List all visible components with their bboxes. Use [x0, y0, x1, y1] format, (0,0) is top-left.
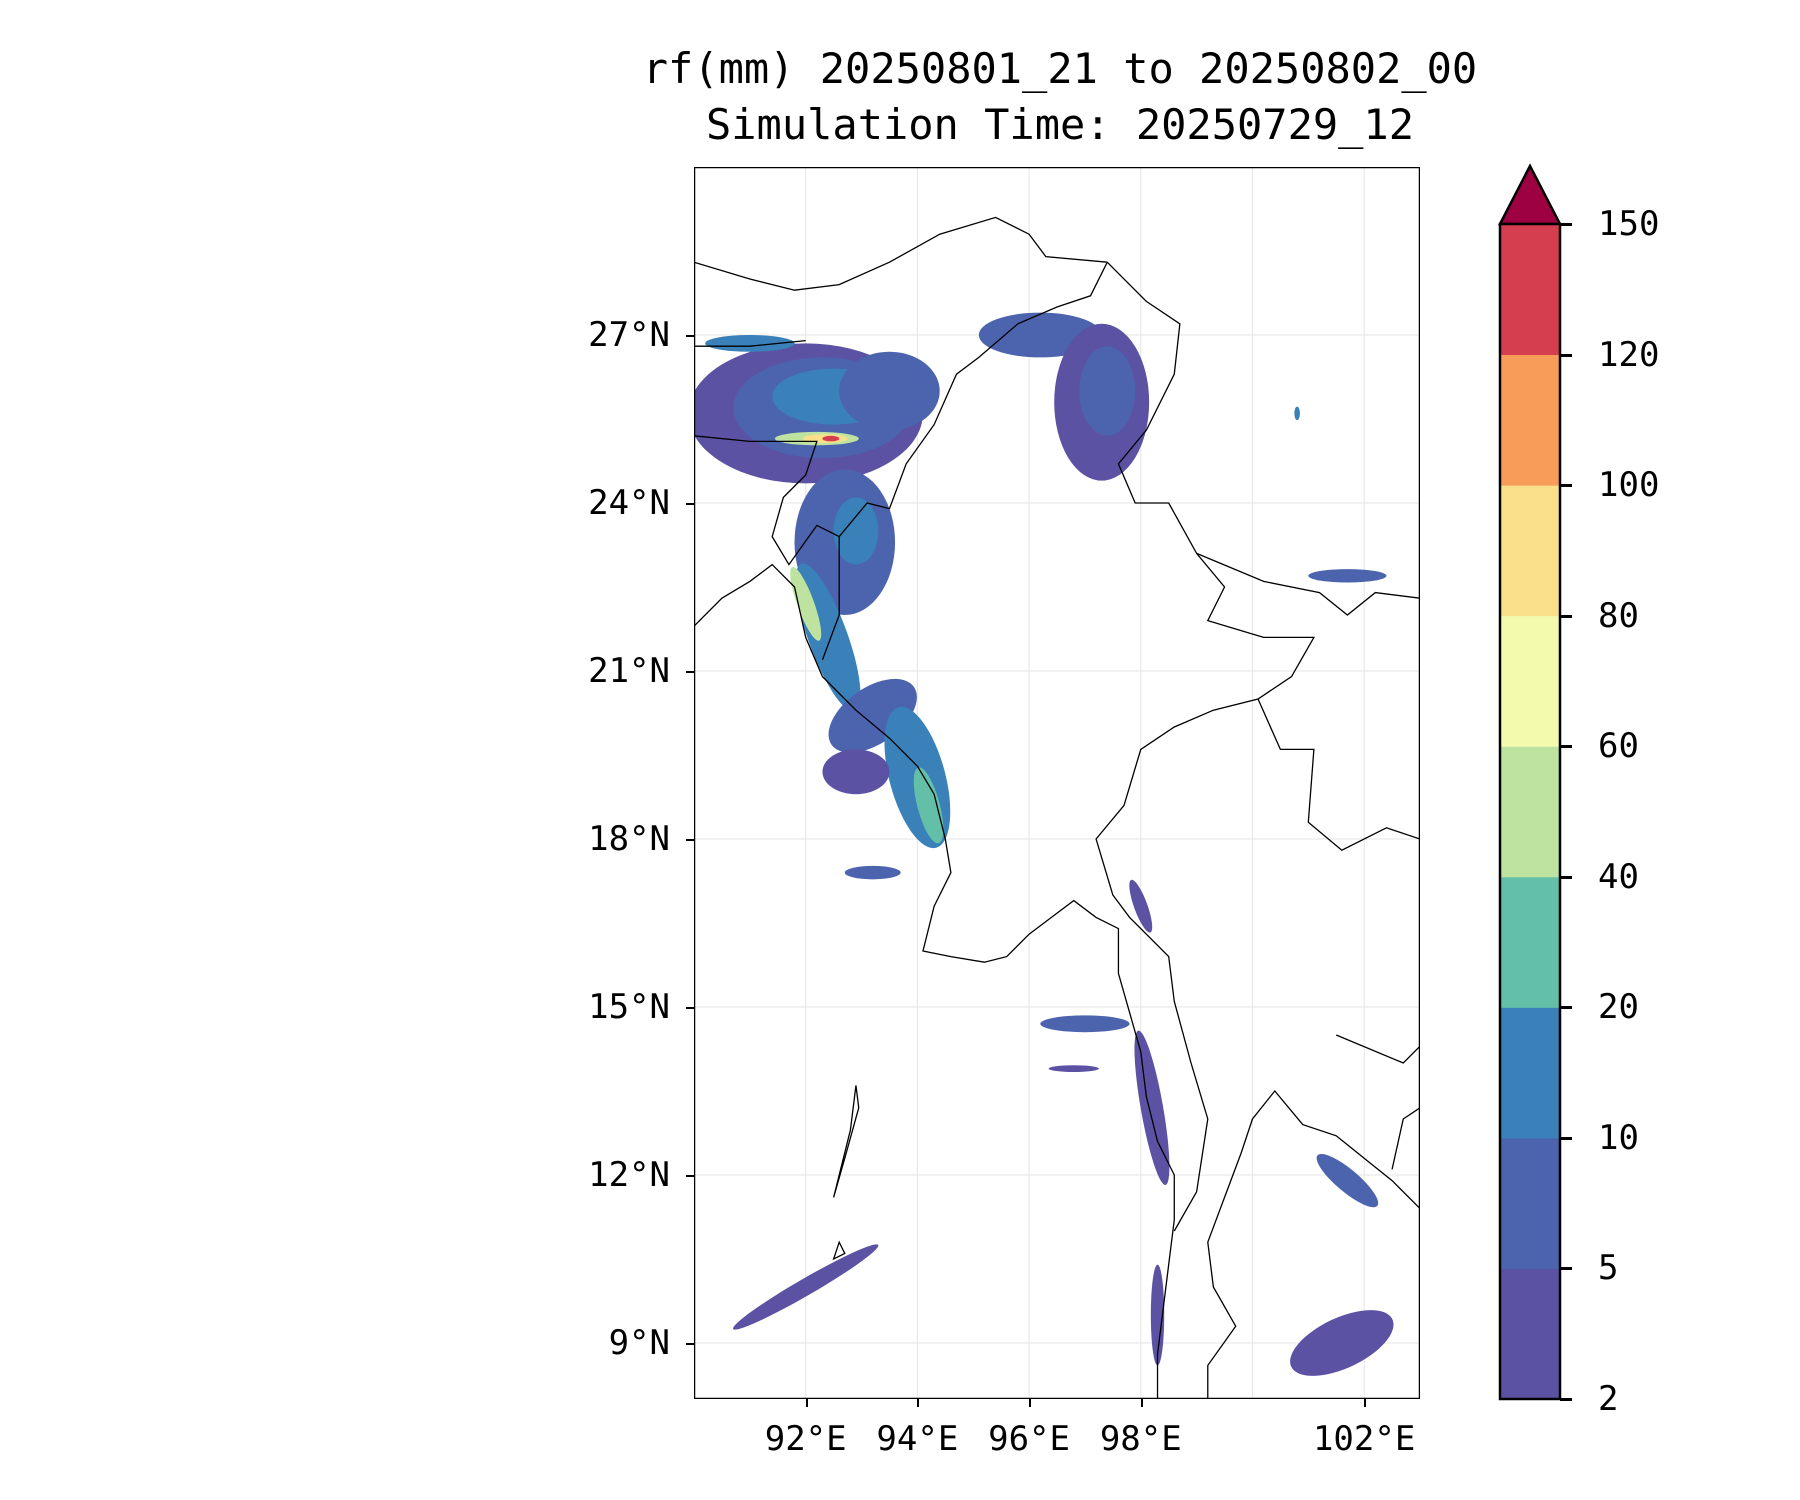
rain-contour-region [1048, 1065, 1099, 1072]
x-tick-mark [1140, 1399, 1143, 1407]
x-tick-mark [1364, 1399, 1367, 1407]
colorbar-tick-mark [1560, 1398, 1572, 1401]
colorbar-tick-label: 100 [1598, 465, 1660, 506]
y-tick-label: 15°N [588, 987, 670, 1027]
colorbar-segment [1500, 1268, 1560, 1400]
rain-contour-region [913, 767, 944, 844]
colorbar-segment [1500, 1137, 1560, 1269]
x-tick-mark [917, 1399, 920, 1407]
chart-title: rf(mm) 20250801_21 to 20250802_00 [642, 44, 1478, 93]
rain-contour-region [1040, 1015, 1130, 1033]
rain-contour-region [705, 335, 795, 352]
rain-contour-region [1150, 1264, 1165, 1366]
y-tick-mark [686, 1175, 694, 1177]
rain-contour-region [1290, 1310, 1394, 1376]
colorbar-tick-mark [1560, 1267, 1572, 1271]
x-tick-label: 96°E [988, 1419, 1071, 1459]
y-tick-mark [686, 839, 694, 841]
rain-contour-region [733, 1244, 879, 1330]
rain-contour-region [844, 865, 901, 880]
y-tick-label: 18°N [588, 819, 670, 859]
rain-contour-region [828, 678, 917, 753]
colorbar-segment [1500, 876, 1560, 1008]
colorbar-tick-label: 150 [1598, 204, 1660, 244]
x-tick-mark [805, 1399, 808, 1407]
x-tick-label: 98°E [1099, 1419, 1182, 1459]
rain-contour-region [822, 435, 840, 442]
map-plot-area [694, 167, 1420, 1399]
rain-contour-region [822, 749, 890, 795]
colorbar-segment [1500, 354, 1560, 486]
colorbar-tick-label: 80 [1598, 595, 1639, 636]
colorbar-tick-mark [1560, 484, 1572, 488]
rain-contour-region [1294, 406, 1300, 421]
rain-contour-region [1316, 1153, 1379, 1208]
colorbar-tick-label: 20 [1598, 987, 1639, 1028]
y-tick-mark [686, 1343, 694, 1345]
colorbar-segment [1500, 746, 1560, 878]
rain-contour-region [1079, 346, 1136, 436]
colorbar-tick-mark [1560, 614, 1572, 618]
y-tick-label: 9°N [608, 1323, 670, 1363]
colorbar-segment [1500, 485, 1560, 617]
y-tick-label: 27°N [588, 315, 670, 355]
border-bangladesh [694, 436, 839, 565]
colorbar-tick-label: 5 [1598, 1248, 1619, 1289]
rain-contour-region [1129, 879, 1153, 933]
colorbar-segment [1500, 224, 1560, 356]
rainfall-contours [694, 312, 1394, 1376]
colorbar-segment [1500, 1007, 1560, 1139]
y-tick-label: 24°N [588, 483, 670, 523]
colorbar-tick-label: 120 [1598, 334, 1660, 375]
rain-contour-region [833, 497, 879, 565]
colorbar-extend-triangle [1497, 163, 1563, 226]
colorbar [1497, 163, 1563, 1401]
x-tick-label: 102°E [1312, 1419, 1416, 1459]
y-tick-label: 12°N [588, 1155, 670, 1195]
y-tick-mark [686, 503, 694, 505]
colorbar-tick-label: 10 [1598, 1117, 1639, 1158]
colorbar-tick-label: 60 [1598, 726, 1639, 767]
border-india-china [694, 217, 1107, 290]
coastline-gulf-of-thailand [1208, 1091, 1420, 1399]
x-tick-label: 92°E [764, 1419, 847, 1459]
border-myanmar-west [822, 262, 1107, 660]
y-tick-mark [686, 671, 694, 673]
colorbar-tick-label: 40 [1598, 856, 1639, 897]
colorbar-tick-mark [1560, 223, 1572, 226]
andaman-islands [834, 1085, 859, 1259]
rain-contour-region [790, 566, 822, 641]
colorbar-tick-mark [1560, 875, 1572, 879]
x-tick-mark [1029, 1399, 1032, 1407]
border-thailand-laos [1197, 553, 1420, 1169]
colorbar-segment [1500, 615, 1560, 747]
x-tick-label: 94°E [876, 1419, 959, 1459]
coastline-bay-of-bengal [694, 565, 1174, 1399]
rain-contour-region [1134, 1030, 1170, 1186]
coastlines-borders [694, 217, 1420, 1399]
y-tick-mark [686, 335, 694, 337]
colorbar-tick-label: 2 [1598, 1379, 1619, 1419]
border-bhutan [694, 341, 806, 347]
chart-subtitle: Simulation Time: 20250729_12 [705, 100, 1414, 149]
y-tick-label: 21°N [588, 651, 670, 691]
colorbar-tick-mark [1560, 745, 1572, 749]
colorbar-frame [1498, 222, 1562, 1401]
rain-contour-region [839, 351, 940, 431]
colorbar-tick-mark [1560, 1006, 1572, 1010]
rain-contour-region [1308, 569, 1387, 583]
colorbar-tick-mark [1560, 1136, 1572, 1140]
border-myanmar-east [1096, 262, 1314, 1231]
colorbar-tick-mark [1560, 353, 1572, 357]
y-tick-mark [686, 1007, 694, 1009]
